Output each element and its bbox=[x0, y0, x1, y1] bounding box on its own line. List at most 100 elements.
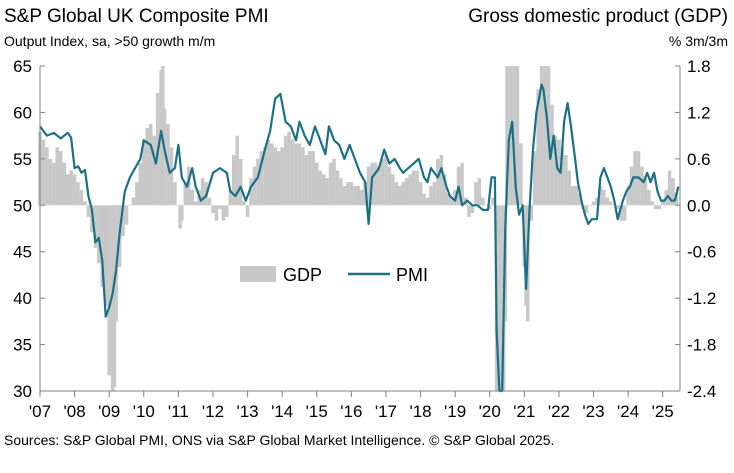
gdp-bar bbox=[294, 143, 298, 206]
left-tick-label: 65 bbox=[13, 57, 32, 76]
gdp-bar bbox=[377, 166, 381, 206]
gdp-bar bbox=[425, 197, 430, 206]
gdp-bar bbox=[615, 205, 620, 210]
gdp-bar bbox=[595, 197, 599, 206]
gdp-bar bbox=[148, 124, 153, 206]
gdp-bar bbox=[657, 205, 662, 210]
source-note: Sources: S&P Global PMI, ONS via S&P Glo… bbox=[4, 432, 555, 448]
gdp-bar bbox=[263, 147, 267, 206]
gdp-bar bbox=[301, 147, 305, 206]
gdp-bar bbox=[629, 166, 634, 206]
legend-pmi-label: PMI bbox=[396, 265, 428, 285]
x-tick-label: '20 bbox=[479, 402, 501, 421]
gdp-bar bbox=[342, 185, 347, 206]
gdp-bar bbox=[550, 104, 554, 206]
x-tick-label: '21 bbox=[513, 402, 535, 421]
gdp-bar bbox=[190, 189, 194, 206]
gdp-bar bbox=[529, 205, 534, 221]
x-tick-label: '15 bbox=[306, 402, 328, 421]
gdp-bar bbox=[384, 154, 388, 206]
right-tick-label: -1.8 bbox=[687, 336, 716, 355]
gdp-bar bbox=[79, 189, 84, 206]
gdp-bar bbox=[249, 178, 253, 206]
gdp-bar bbox=[328, 162, 333, 206]
gdp-bars bbox=[38, 66, 679, 391]
gdp-bar bbox=[391, 174, 395, 206]
gdp-bar bbox=[97, 205, 101, 264]
gdp-bar bbox=[180, 205, 184, 221]
gdp-bar bbox=[577, 193, 582, 206]
gdp-bar bbox=[432, 182, 437, 206]
gdp-bar bbox=[650, 201, 655, 206]
gdp-bar bbox=[619, 205, 623, 221]
gdp-bar bbox=[439, 154, 444, 206]
legend-gdp-swatch bbox=[240, 266, 276, 282]
gdp-bar bbox=[543, 66, 547, 206]
gdp-bar bbox=[560, 147, 565, 206]
gdp-bar bbox=[318, 170, 322, 206]
gdp-bar bbox=[121, 205, 125, 237]
right-tick-label: -2.4 bbox=[687, 382, 716, 401]
x-tick-label: '09 bbox=[98, 402, 120, 421]
gdp-bar bbox=[287, 131, 291, 206]
gdp-bar bbox=[55, 147, 60, 206]
gdp-bar bbox=[584, 205, 589, 214]
gdp-bar bbox=[135, 182, 139, 206]
gdp-bar bbox=[321, 174, 326, 206]
gdp-bar bbox=[436, 158, 440, 206]
x-tick-label: '16 bbox=[340, 402, 362, 421]
gdp-bar bbox=[654, 205, 658, 210]
gdp-bar bbox=[169, 147, 174, 206]
gdp-bar bbox=[162, 108, 167, 206]
gdp-bar bbox=[539, 66, 544, 206]
gdp-bar bbox=[574, 185, 578, 206]
gdp-bar bbox=[41, 139, 46, 206]
gdp-bar bbox=[408, 174, 412, 206]
gdp-bar bbox=[349, 182, 354, 206]
gdp-bar bbox=[273, 147, 278, 206]
gdp-bar bbox=[107, 205, 111, 376]
gdp-bar bbox=[45, 147, 49, 206]
left-tick-label: 35 bbox=[13, 336, 32, 355]
gdp-bar bbox=[231, 154, 236, 206]
gdp-bar bbox=[557, 139, 561, 206]
gdp-bar bbox=[674, 193, 679, 206]
gdp-bar bbox=[297, 143, 302, 206]
gdp-bar bbox=[218, 205, 222, 210]
gdp-bar bbox=[58, 151, 63, 206]
gdp-bar bbox=[484, 205, 489, 206]
gdp-bar bbox=[238, 158, 243, 206]
gdp-bar bbox=[477, 178, 482, 206]
gdp-bar bbox=[270, 143, 274, 206]
gdp-bar bbox=[415, 170, 419, 206]
x-tick-label: '25 bbox=[652, 402, 674, 421]
gdp-bar bbox=[225, 205, 229, 217]
chart-title-left: S&P Global UK Composite PMI bbox=[4, 6, 269, 27]
gdp-bar bbox=[387, 166, 392, 206]
gdp-bar bbox=[314, 162, 319, 206]
right-tick-label: -0.6 bbox=[687, 243, 716, 262]
gdp-bar bbox=[515, 66, 520, 206]
gdp-bar bbox=[418, 182, 423, 206]
right-tick-label: 0.6 bbox=[687, 150, 711, 169]
gdp-bar bbox=[131, 197, 136, 206]
gdp-bar bbox=[69, 170, 73, 206]
gdp-bar bbox=[339, 178, 343, 206]
chart-subtitle-right: % 3m/3m bbox=[668, 33, 728, 49]
gdp-bar bbox=[283, 135, 288, 206]
gdp-bar bbox=[609, 201, 613, 206]
gdp-bar bbox=[186, 166, 191, 206]
gdp-bar bbox=[498, 205, 502, 391]
gdp-bar bbox=[622, 205, 627, 221]
gdp-bar bbox=[380, 158, 385, 206]
gdp-bar bbox=[259, 151, 264, 206]
gdp-bar bbox=[532, 151, 537, 206]
x-tick-label: '13 bbox=[236, 402, 258, 421]
gdp-bar bbox=[65, 174, 70, 206]
right-tick-label: -1.2 bbox=[687, 289, 716, 308]
x-tick-label: '23 bbox=[582, 402, 604, 421]
gdp-bar bbox=[83, 201, 87, 206]
gdp-bar bbox=[62, 162, 66, 206]
gdp-bar bbox=[124, 205, 129, 225]
gdp-bar bbox=[276, 151, 281, 206]
